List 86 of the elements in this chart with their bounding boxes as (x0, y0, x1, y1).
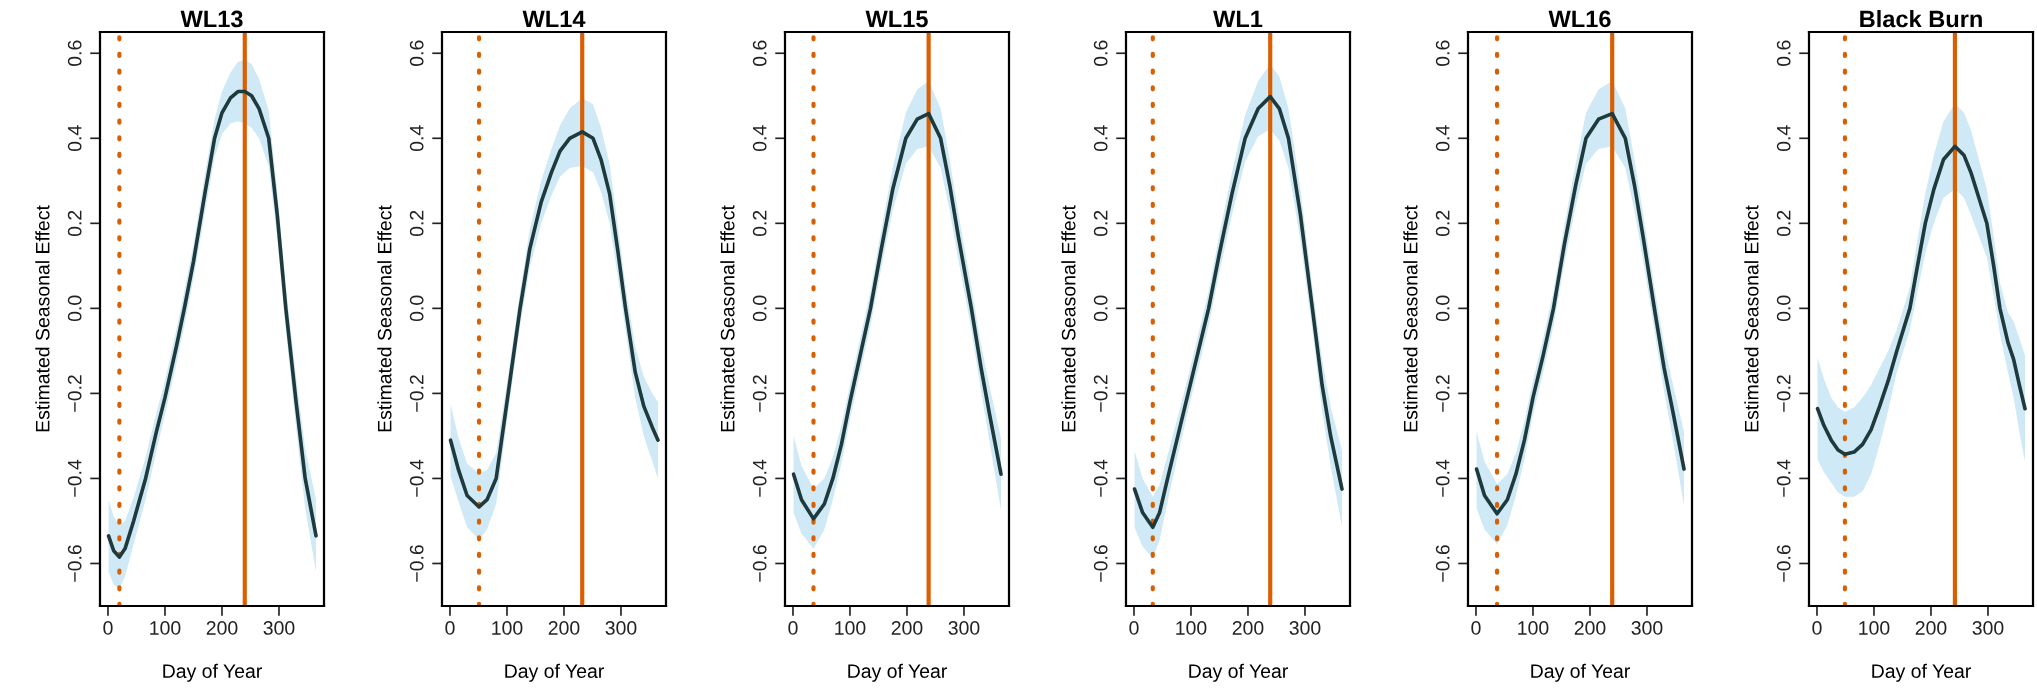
y-tick-label: −0.2 (1776, 375, 1791, 412)
x-tick-label: 100 (835, 621, 866, 635)
y-axis-title: Estimated Seasonal Effect (1061, 205, 1076, 432)
y-tick-label: 0.6 (409, 40, 424, 67)
y-tick-label: 0.0 (752, 295, 767, 322)
x-tick-label: 0 (1812, 621, 1822, 635)
x-tick-label: 100 (150, 621, 181, 635)
chart-title: WL1 (1213, 10, 1263, 28)
x-tick-label: 0 (1471, 621, 1481, 635)
y-tick-label: 0.2 (752, 210, 767, 237)
y-tick-label: −0.6 (1776, 545, 1791, 582)
x-tick-label: 100 (1518, 621, 1549, 635)
y-tick-label: 0.0 (409, 295, 424, 322)
y-tick-label: 0.6 (1776, 40, 1791, 67)
x-tick-label: 100 (1859, 621, 1890, 635)
x-axis-title: Day of Year (505, 663, 604, 682)
y-tick-label: −0.2 (409, 375, 424, 412)
x-axis-title: Day of Year (848, 663, 947, 682)
y-tick-label: 0.6 (1093, 40, 1108, 67)
y-tick-label: 0.0 (1093, 295, 1108, 322)
x-axis-title: Day of Year (1872, 663, 1971, 682)
x-tick-label: 300 (605, 621, 637, 635)
x-axis-title: Day of Year (163, 663, 262, 682)
y-tick-label: −0.4 (1435, 459, 1450, 497)
y-tick-label: 0.4 (1093, 125, 1108, 152)
x-axis-title: Day of Year (1531, 663, 1630, 682)
y-tick-label: −0.6 (1093, 545, 1108, 582)
y-tick-label: 0.0 (67, 295, 82, 322)
y-axis-title: Estimated Seasonal Effect (720, 205, 735, 432)
x-tick-label: 0 (103, 621, 113, 635)
chart-title: WL14 (522, 10, 586, 28)
y-tick-label: −0.4 (752, 459, 767, 497)
x-tick-label: 200 (891, 621, 923, 635)
y-tick-label: −0.2 (67, 375, 82, 412)
x-tick-label: 300 (1289, 621, 1321, 635)
y-tick-label: −0.4 (1776, 459, 1791, 497)
x-tick-label: 200 (1574, 621, 1606, 635)
y-tick-label: −0.4 (409, 459, 424, 497)
chart-title: WL15 (865, 10, 928, 28)
y-tick-label: 0.0 (1776, 295, 1791, 322)
y-tick-label: 0.2 (409, 210, 424, 237)
y-axis-title: Estimated Seasonal Effect (1403, 205, 1418, 432)
y-tick-label: −0.4 (67, 459, 82, 497)
y-tick-label: 0.6 (67, 40, 82, 67)
line-series (448, 130, 660, 509)
y-tick-label: −0.6 (1435, 545, 1450, 582)
y-tick-label: 0.4 (752, 125, 767, 152)
x-tick-label: 0 (1129, 621, 1139, 635)
y-tick-label: 0.2 (67, 210, 82, 237)
y-tick-label: 0.6 (1435, 40, 1450, 67)
x-tick-label: 200 (1232, 621, 1264, 635)
y-axis-title: Estimated Seasonal Effect (377, 205, 392, 432)
chart-title: WL13 (180, 10, 243, 28)
y-tick-label: −0.2 (1435, 375, 1450, 412)
y-tick-label: −0.6 (752, 545, 767, 582)
x-tick-label: 300 (948, 621, 980, 635)
y-tick-label: 0.4 (67, 125, 82, 152)
x-tick-label: 0 (788, 621, 798, 635)
chart-title: Black Burn (1860, 9, 1982, 28)
x-tick-label: 200 (206, 621, 238, 635)
x-tick-label: 100 (1176, 621, 1207, 635)
y-tick-label: 0.2 (1435, 210, 1450, 237)
y-tick-label: 0.2 (1093, 210, 1108, 237)
y-tick-label: −0.2 (752, 375, 767, 412)
y-tick-label: −0.4 (1093, 459, 1108, 497)
x-axis-title: Day of Year (1189, 663, 1288, 682)
x-tick-label: 300 (1972, 621, 2004, 635)
x-tick-label: 0 (445, 621, 455, 635)
y-tick-label: 0.4 (1435, 125, 1450, 152)
x-tick-label: 300 (263, 621, 295, 635)
y-tick-label: 0.2 (1776, 210, 1791, 237)
x-tick-label: 200 (548, 621, 580, 635)
y-tick-label: −0.6 (409, 545, 424, 582)
y-tick-label: −0.2 (1093, 375, 1108, 412)
y-axis-title: Estimated Seasonal Effect (35, 205, 50, 432)
y-tick-label: 0.0 (1435, 295, 1450, 322)
y-tick-label: 0.4 (409, 125, 424, 152)
y-axis-title: Estimated Seasonal Effect (1744, 205, 1759, 432)
x-tick-label: 100 (492, 621, 523, 635)
x-tick-label: 300 (1631, 621, 1663, 635)
chart-title: WL16 (1548, 10, 1611, 28)
x-tick-label: 200 (1915, 621, 1947, 635)
y-tick-label: 0.4 (1776, 125, 1791, 152)
y-tick-label: −0.6 (67, 545, 82, 582)
y-tick-label: 0.6 (752, 40, 767, 67)
line-series (1815, 144, 2027, 457)
